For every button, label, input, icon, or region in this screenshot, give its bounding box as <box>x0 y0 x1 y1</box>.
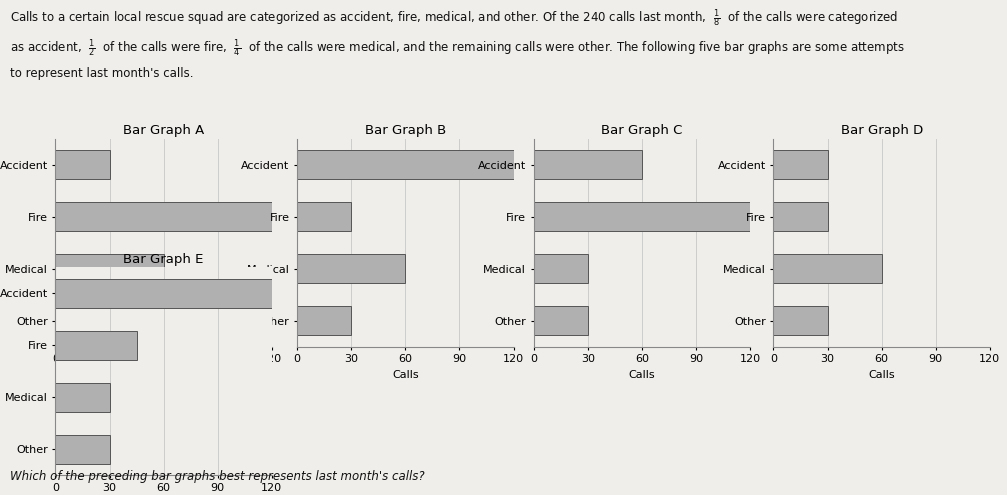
Bar <box>534 306 588 335</box>
Title: Bar Graph E: Bar Graph E <box>124 253 203 266</box>
Bar <box>55 331 137 359</box>
Text: as accident,  $\frac{1}{2}$  of the calls were fire,  $\frac{1}{4}$  of the call: as accident, $\frac{1}{2}$ of the calls … <box>10 37 904 59</box>
X-axis label: Calls: Calls <box>150 370 177 380</box>
X-axis label: Calls: Calls <box>392 370 419 380</box>
Title: Bar Graph B: Bar Graph B <box>365 124 446 138</box>
Bar <box>55 306 110 335</box>
Bar <box>55 383 110 411</box>
Bar <box>297 254 405 283</box>
X-axis label: Calls: Calls <box>868 370 895 380</box>
Bar <box>55 150 110 179</box>
X-axis label: Calls: Calls <box>628 370 656 380</box>
Bar <box>55 202 272 231</box>
Bar <box>773 150 828 179</box>
Bar <box>773 202 828 231</box>
Bar <box>773 306 828 335</box>
Bar <box>297 202 351 231</box>
Bar <box>773 254 882 283</box>
Bar <box>534 254 588 283</box>
Bar <box>534 150 642 179</box>
Bar <box>534 202 750 231</box>
Bar <box>55 279 272 307</box>
Bar <box>297 306 351 335</box>
Title: Bar Graph C: Bar Graph C <box>601 124 683 138</box>
Text: Which of the preceding bar graphs best represents last month's calls?: Which of the preceding bar graphs best r… <box>10 470 425 483</box>
Text: Calls to a certain local rescue squad are categorized as accident, fire, medical: Calls to a certain local rescue squad ar… <box>10 7 898 29</box>
Text: to represent last month's calls.: to represent last month's calls. <box>10 67 193 80</box>
Bar <box>55 254 163 283</box>
Bar <box>55 435 110 463</box>
Title: Bar Graph D: Bar Graph D <box>841 124 922 138</box>
Title: Bar Graph A: Bar Graph A <box>123 124 204 138</box>
Bar <box>297 150 514 179</box>
